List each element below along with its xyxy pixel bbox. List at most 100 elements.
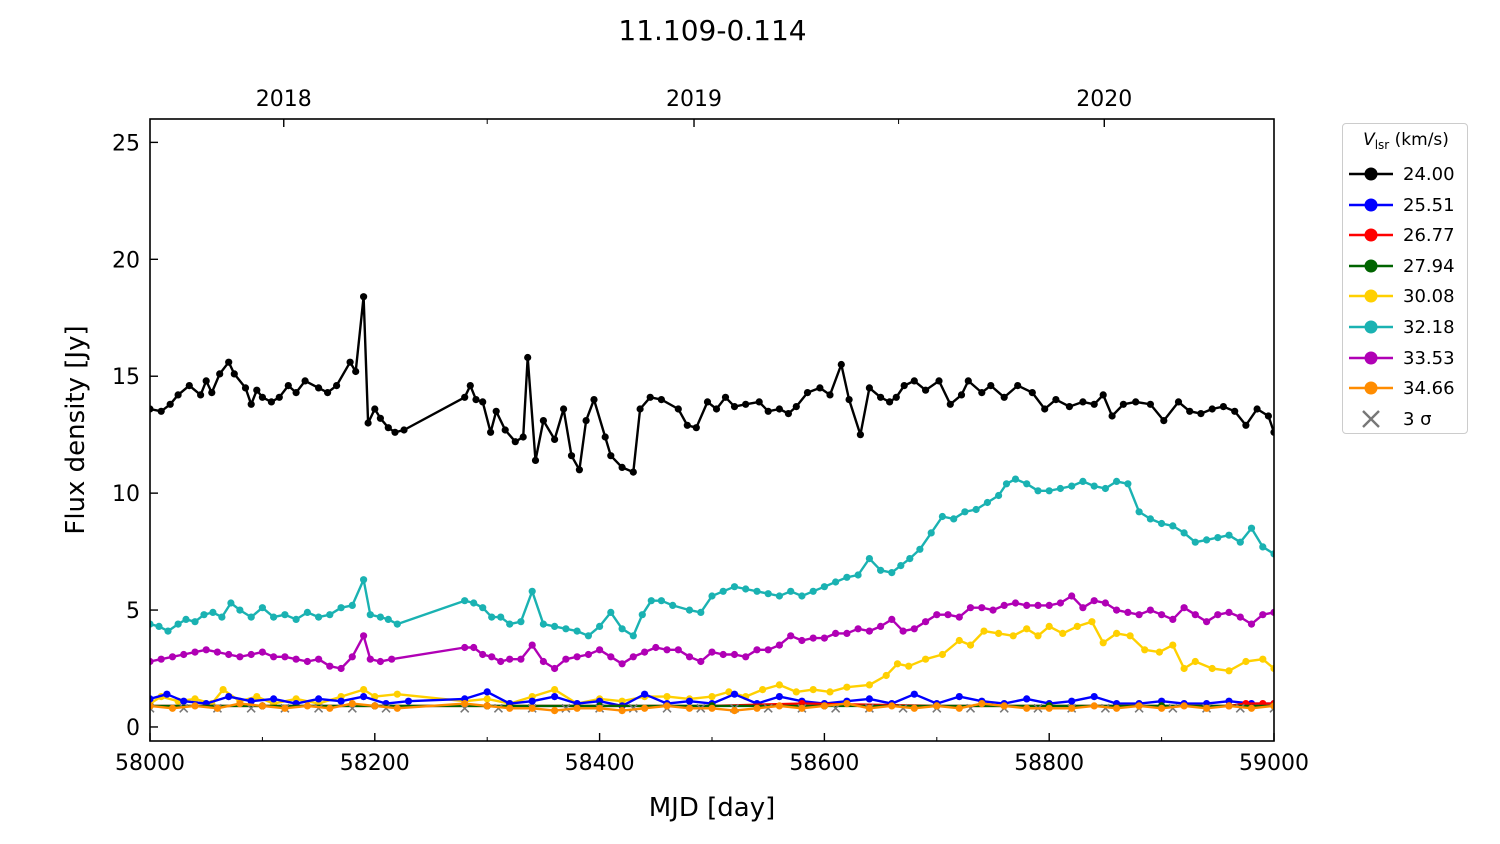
data-point	[1132, 398, 1140, 406]
data-point	[897, 562, 905, 570]
data-point	[258, 604, 266, 612]
data-point	[236, 700, 244, 708]
data-point	[1065, 403, 1073, 411]
data-point	[1214, 534, 1222, 542]
data-point	[966, 604, 975, 612]
y-tick-label: 15	[112, 365, 140, 390]
data-point	[1169, 641, 1177, 649]
data-point	[708, 592, 716, 600]
data-point	[1203, 536, 1211, 544]
data-point	[191, 618, 199, 626]
data-point	[910, 704, 918, 712]
data-point	[326, 662, 334, 670]
data-point	[573, 653, 581, 661]
legend-item: 34.66	[1343, 375, 1469, 401]
data-point	[845, 396, 853, 404]
data-point	[1247, 620, 1256, 628]
series-line	[150, 477, 1274, 637]
data-point	[326, 611, 334, 619]
data-point	[584, 650, 593, 659]
data-point	[1068, 592, 1076, 600]
data-point	[685, 697, 694, 705]
data-point	[892, 393, 900, 401]
data-point	[888, 702, 896, 710]
data-point	[618, 707, 626, 715]
data-point	[764, 646, 772, 654]
data-point	[944, 611, 952, 619]
data-point	[253, 693, 261, 701]
plot-frame	[149, 118, 1275, 742]
data-point	[1264, 412, 1272, 420]
data-point	[333, 382, 341, 390]
data-point	[820, 634, 829, 642]
legend-item: 26.77	[1343, 222, 1469, 248]
data-point	[730, 690, 739, 698]
data-point	[1146, 515, 1154, 523]
data-point	[856, 431, 865, 439]
data-point	[1259, 543, 1267, 551]
series-32-18	[150, 475, 1274, 640]
data-point	[528, 704, 536, 712]
data-point	[174, 391, 182, 399]
data-point	[360, 576, 368, 584]
data-point	[888, 615, 896, 624]
data-point	[1068, 697, 1076, 705]
legend-label: 27.94	[1403, 255, 1455, 277]
data-point	[1011, 599, 1020, 607]
data-point	[674, 405, 682, 413]
legend-title: Vlsr (km/s)	[1363, 130, 1449, 152]
data-point	[910, 690, 918, 698]
data-point	[938, 650, 947, 659]
data-point	[227, 599, 235, 607]
data-point	[618, 463, 626, 471]
data-point	[1160, 417, 1168, 425]
data-point	[657, 597, 666, 605]
data-point	[1113, 629, 1121, 638]
data-point	[174, 620, 182, 628]
data-point	[1023, 601, 1031, 610]
data-point	[208, 389, 216, 397]
data-point	[837, 360, 845, 369]
data-point	[1247, 704, 1256, 712]
data-point	[511, 438, 519, 446]
data-point	[519, 433, 527, 441]
data-point	[742, 400, 750, 408]
legend-label: 33.53	[1403, 347, 1455, 369]
data-point	[877, 622, 885, 631]
data-point	[404, 697, 413, 705]
data-point	[483, 688, 491, 696]
data-point	[166, 400, 174, 408]
data-point	[1088, 618, 1096, 626]
data-point	[531, 456, 540, 464]
data-point	[730, 707, 739, 715]
data-point	[524, 353, 532, 362]
data-point	[225, 693, 233, 701]
data-point	[284, 382, 292, 390]
data-point	[241, 384, 250, 392]
data-point	[646, 393, 654, 401]
data-point	[1247, 524, 1256, 532]
data-point	[275, 393, 283, 401]
x-tick-label: 58000	[115, 751, 185, 776]
data-point	[492, 407, 500, 415]
data-point	[1231, 407, 1239, 415]
data-point	[281, 653, 289, 661]
x-tick-label: 58800	[1014, 751, 1084, 776]
data-point	[348, 700, 356, 708]
legend-item: 25.51	[1343, 192, 1469, 218]
top-tick-label: 2020	[1076, 87, 1132, 112]
data-point	[946, 400, 954, 408]
legend-line-marker	[1349, 228, 1393, 242]
data-point	[366, 611, 374, 619]
data-point	[843, 700, 851, 708]
data-point	[629, 468, 637, 476]
data-point	[798, 704, 806, 712]
data-point	[230, 370, 238, 378]
legend-item: 27.94	[1343, 253, 1469, 279]
data-point	[1000, 393, 1008, 401]
data-point	[1236, 538, 1244, 546]
data-point	[1259, 611, 1267, 619]
data-point	[629, 632, 637, 640]
data-point	[1090, 400, 1098, 408]
data-point	[933, 702, 941, 710]
